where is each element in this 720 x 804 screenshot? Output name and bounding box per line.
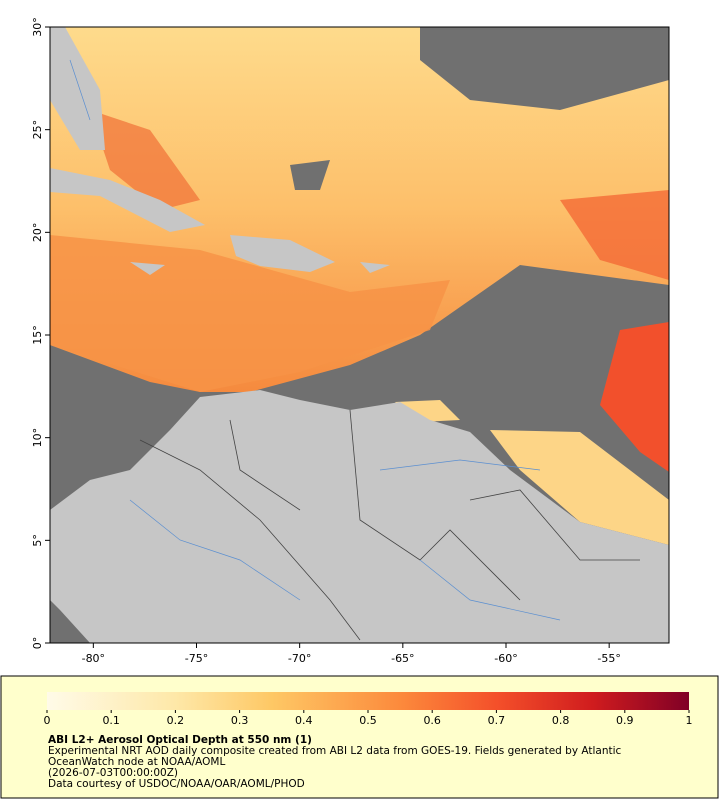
y-tick-label: 30°	[31, 17, 44, 37]
colorbar-tick-label: 0.4	[295, 714, 313, 727]
colorbar-tick-label: 0.2	[167, 714, 185, 727]
colorbar-tick-label: 0.1	[102, 714, 120, 727]
colorbar-tick-label: 0.8	[552, 714, 570, 727]
caption-line: Data courtesy of USDOC/NOAA/OAR/AOML/PHO…	[48, 778, 305, 790]
caption-line: OceanWatch node at NOAA/AOML	[48, 756, 225, 768]
y-tick-label: 15°	[31, 325, 44, 345]
caption-line: (2026-07-03T00:00:00Z)	[48, 767, 178, 779]
colorbar-tick-label: 0.5	[359, 714, 377, 727]
x-tick-label: -60°	[494, 652, 517, 665]
y-tick-label: 5°	[31, 534, 44, 547]
x-tick-label: -65°	[391, 652, 414, 665]
colorbar-tick-label: 0.9	[616, 714, 634, 727]
colorbar-tick-label: 0	[44, 714, 51, 727]
x-tick-label: -80°	[82, 652, 105, 665]
x-tick-label: -55°	[597, 652, 620, 665]
caption-title: ABI L2+ Aerosol Optical Depth at 550 nm …	[48, 734, 312, 746]
x-tick-label: -75°	[185, 652, 208, 665]
y-tick-label: 10°	[31, 428, 44, 448]
y-tick-label: 20°	[31, 223, 44, 243]
y-tick-label: 25°	[31, 120, 44, 140]
colorbar-tick-label: 0.7	[488, 714, 506, 727]
colorbar-tick-label: 0.3	[231, 714, 249, 727]
map-image	[50, 27, 669, 643]
colorbar-tick-label: 0.6	[423, 714, 441, 727]
colorbar	[47, 692, 689, 710]
x-tick-label: -70°	[288, 652, 311, 665]
y-tick-label: 0°	[31, 637, 44, 650]
caption-line: Experimental NRT AOD daily composite cre…	[48, 745, 622, 757]
colorbar-tick-label: 1	[686, 714, 693, 727]
